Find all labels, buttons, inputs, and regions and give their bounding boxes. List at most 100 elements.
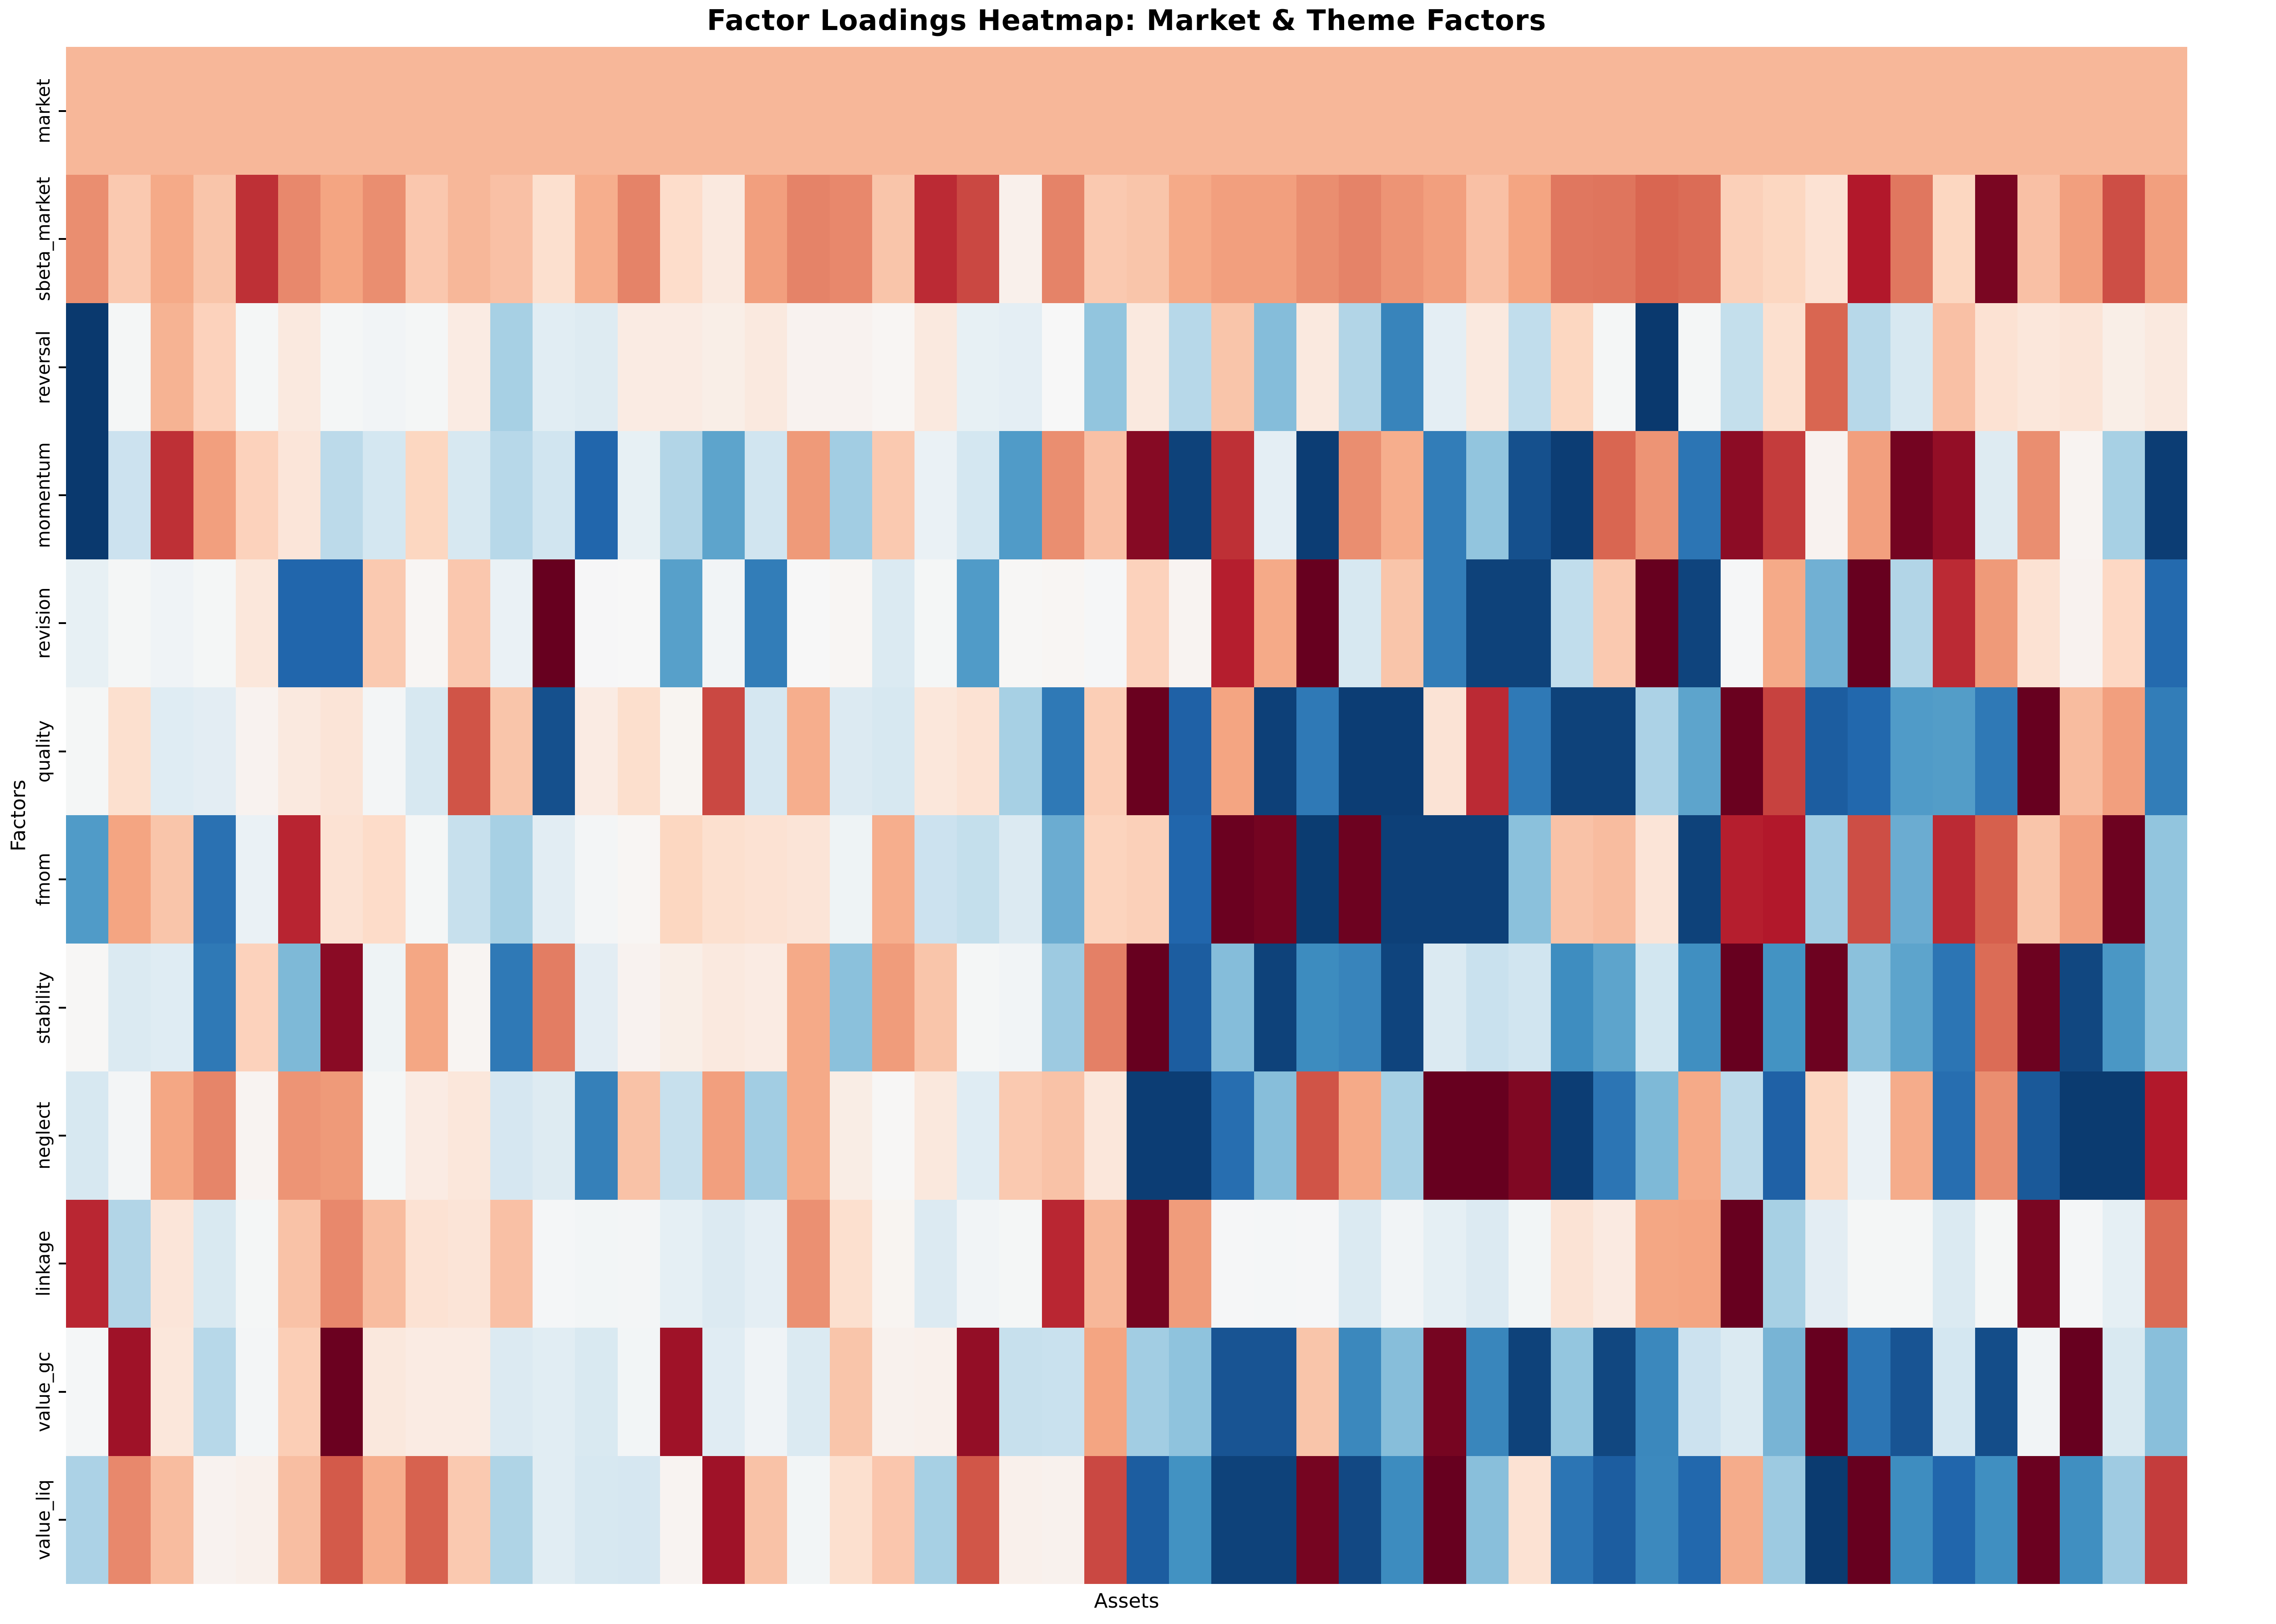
heatmap-cell — [829, 815, 872, 944]
heatmap-cell — [1763, 431, 1806, 559]
heatmap-cell — [2144, 1199, 2187, 1328]
heatmap-cell — [957, 175, 1000, 303]
heatmap-cell — [1296, 687, 1339, 816]
y-axis-title-text: Factors — [6, 779, 30, 852]
heatmap-cell — [1763, 47, 1806, 175]
heatmap-cell — [66, 1328, 109, 1456]
heatmap-cell — [490, 1199, 533, 1328]
heatmap-cell — [660, 815, 702, 944]
heatmap-cell — [235, 431, 278, 559]
heatmap-cell — [235, 943, 278, 1072]
heatmap-cell — [1890, 687, 1933, 816]
heatmap-cell — [1169, 559, 1212, 688]
heatmap-cell — [2102, 1328, 2145, 1456]
chart-title: Factor Loadings Heatmap: Market & Theme … — [706, 4, 1547, 37]
heatmap-cell — [1169, 1328, 1212, 1456]
heatmap-cell — [787, 943, 830, 1072]
heatmap-cell — [1805, 431, 1848, 559]
heatmap-cell — [1805, 687, 1848, 816]
heatmap-cell — [320, 943, 363, 1072]
heatmap-cell — [1423, 175, 1466, 303]
heatmap-cell — [2102, 1071, 2145, 1200]
y-tick-label: quality — [33, 720, 54, 783]
heatmap-cell — [1423, 1328, 1466, 1456]
heatmap-cell — [702, 1199, 745, 1328]
heatmap-cell — [1975, 1456, 2018, 1584]
heatmap-cell — [745, 303, 787, 431]
y-tick-mark — [59, 366, 66, 368]
heatmap-cell — [151, 559, 193, 688]
heatmap-cell — [1211, 1199, 1254, 1328]
heatmap-cell — [1126, 1199, 1169, 1328]
heatmap-cell — [1848, 431, 1890, 559]
heatmap-cell — [2144, 559, 2187, 688]
heatmap-cell — [1084, 943, 1127, 1072]
heatmap-cell — [108, 1199, 151, 1328]
heatmap-cell — [1508, 1071, 1551, 1200]
heatmap-cell — [999, 175, 1042, 303]
heatmap-cell — [1508, 47, 1551, 175]
heatmap-cell — [745, 47, 787, 175]
heatmap-cell — [151, 687, 193, 816]
heatmap-cell — [151, 431, 193, 559]
heatmap-cell — [1296, 815, 1339, 944]
heatmap-cell — [660, 303, 702, 431]
heatmap-cell — [787, 559, 830, 688]
heatmap-cell — [617, 175, 660, 303]
heatmap-cell — [363, 1328, 406, 1456]
heatmap-cell — [1041, 1071, 1084, 1200]
y-tick-label: sbeta_market — [33, 177, 54, 301]
heatmap-cell — [66, 687, 109, 816]
heatmap-cell — [1550, 943, 1594, 1072]
heatmap-cell — [1084, 47, 1127, 175]
heatmap-cell — [1805, 47, 1848, 175]
heatmap-cell — [320, 303, 363, 431]
heatmap-cell — [1126, 1071, 1169, 1200]
heatmap-cell — [957, 1199, 1000, 1328]
heatmap-cell — [787, 815, 830, 944]
heatmap-cell — [1423, 431, 1466, 559]
heatmap-cell — [999, 303, 1042, 431]
heatmap-cell — [745, 1456, 787, 1584]
heatmap-cell — [1636, 1199, 1678, 1328]
y-tick-label: linkage — [33, 1231, 54, 1297]
heatmap-cell — [2017, 1328, 2060, 1456]
heatmap-cell — [914, 559, 957, 688]
heatmap-cell — [702, 1071, 745, 1200]
heatmap-cell — [66, 1199, 109, 1328]
y-tick-label: value_liq — [33, 1479, 54, 1560]
heatmap-cell — [1763, 1071, 1806, 1200]
heatmap-cell — [1338, 47, 1382, 175]
heatmap-cell — [66, 1071, 109, 1200]
heatmap-cell — [235, 47, 278, 175]
heatmap-cell — [999, 1199, 1042, 1328]
heatmap-cell — [66, 303, 109, 431]
heatmap-cell — [660, 943, 702, 1072]
heatmap-cell — [363, 431, 406, 559]
heatmap-cell — [1169, 815, 1212, 944]
heatmap-cell — [193, 1199, 236, 1328]
heatmap-cell — [745, 687, 787, 816]
heatmap-cell — [1720, 175, 1763, 303]
heatmap-cell — [235, 175, 278, 303]
heatmap-cell — [108, 431, 151, 559]
heatmap-cell — [108, 47, 151, 175]
heatmap-cell — [1423, 559, 1466, 688]
heatmap-cell — [787, 1199, 830, 1328]
heatmap-cell — [447, 687, 490, 816]
heatmap-cell — [151, 943, 193, 1072]
heatmap-cell — [957, 687, 1000, 816]
heatmap-cell — [1763, 1199, 1806, 1328]
heatmap-cell — [872, 815, 914, 944]
y-tick-label: reversal — [33, 330, 54, 404]
heatmap-cell — [1636, 559, 1678, 688]
heatmap-cell — [872, 1456, 914, 1584]
heatmap-cell — [193, 175, 236, 303]
heatmap-cell — [1636, 815, 1678, 944]
heatmap-cell — [1636, 1071, 1678, 1200]
heatmap-cell — [1678, 47, 1721, 175]
heatmap-cell — [575, 175, 618, 303]
heatmap-cell — [1211, 943, 1254, 1072]
heatmap-cell — [1466, 175, 1509, 303]
heatmap-cell — [1254, 943, 1296, 1072]
